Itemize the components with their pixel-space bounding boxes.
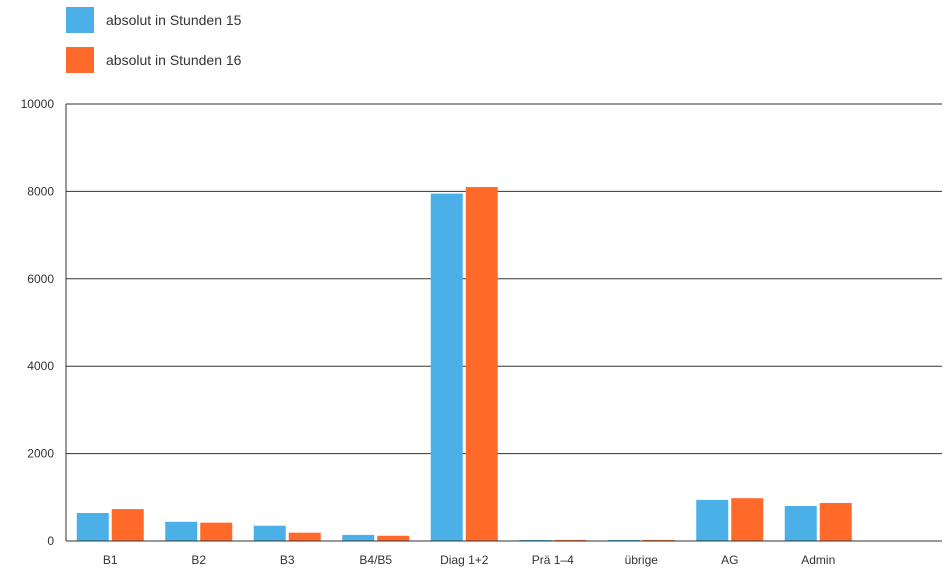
bar-series-16 bbox=[554, 539, 587, 541]
y-tick-label: 0 bbox=[47, 534, 54, 548]
bar-series-15 bbox=[253, 525, 286, 541]
y-tick-label: 4000 bbox=[27, 359, 54, 373]
bar-series-15 bbox=[696, 499, 729, 541]
bar-series-16 bbox=[111, 509, 144, 541]
bars bbox=[76, 187, 852, 541]
bar-series-15 bbox=[430, 193, 463, 541]
x-category-label: B2 bbox=[191, 553, 206, 567]
y-axis-tick-labels: 0 2000 4000 6000 8000 10000 bbox=[21, 97, 55, 548]
y-tick-label: 8000 bbox=[27, 184, 54, 198]
y-tick-label: 2000 bbox=[27, 447, 54, 461]
legend-swatch bbox=[66, 47, 94, 73]
bar-series-16 bbox=[288, 532, 321, 541]
x-category-label: AG bbox=[721, 553, 738, 567]
bar-series-16 bbox=[465, 187, 498, 541]
legend-swatch bbox=[66, 7, 94, 33]
y-tick-label: 6000 bbox=[27, 272, 54, 286]
gridlines bbox=[66, 103, 942, 455]
legend-label: absolut in Stunden 15 bbox=[106, 12, 242, 28]
x-category-label: übrige bbox=[625, 553, 659, 567]
x-category-label: Admin bbox=[801, 553, 835, 567]
bar-series-15 bbox=[784, 506, 817, 541]
x-category-label: B1 bbox=[103, 553, 118, 567]
axes bbox=[65, 104, 942, 542]
legend: absolut in Stunden 15 absolut in Stunden … bbox=[66, 7, 242, 73]
x-category-label: B3 bbox=[280, 553, 295, 567]
bar-series-15 bbox=[342, 534, 375, 541]
y-tick-label: 10000 bbox=[21, 97, 55, 111]
bar-series-16 bbox=[377, 535, 410, 541]
bar-series-15 bbox=[76, 513, 109, 541]
x-category-label: B4/B5 bbox=[359, 553, 392, 567]
x-axis-category-labels: B1 B2 B3 B4/B5 Diag 1+2 Prä 1–4 übrige AG Admin bbox=[103, 553, 835, 567]
bar-series-16 bbox=[200, 522, 233, 541]
bar-series-16 bbox=[731, 498, 764, 541]
bar-series-16 bbox=[642, 539, 675, 541]
bar-series-15 bbox=[165, 521, 198, 541]
x-category-label: Prä 1–4 bbox=[532, 553, 574, 567]
bar-series-16 bbox=[819, 502, 852, 541]
x-category-label: Diag 1+2 bbox=[440, 553, 489, 567]
legend-label: absolut in Stunden 16 bbox=[106, 52, 242, 68]
